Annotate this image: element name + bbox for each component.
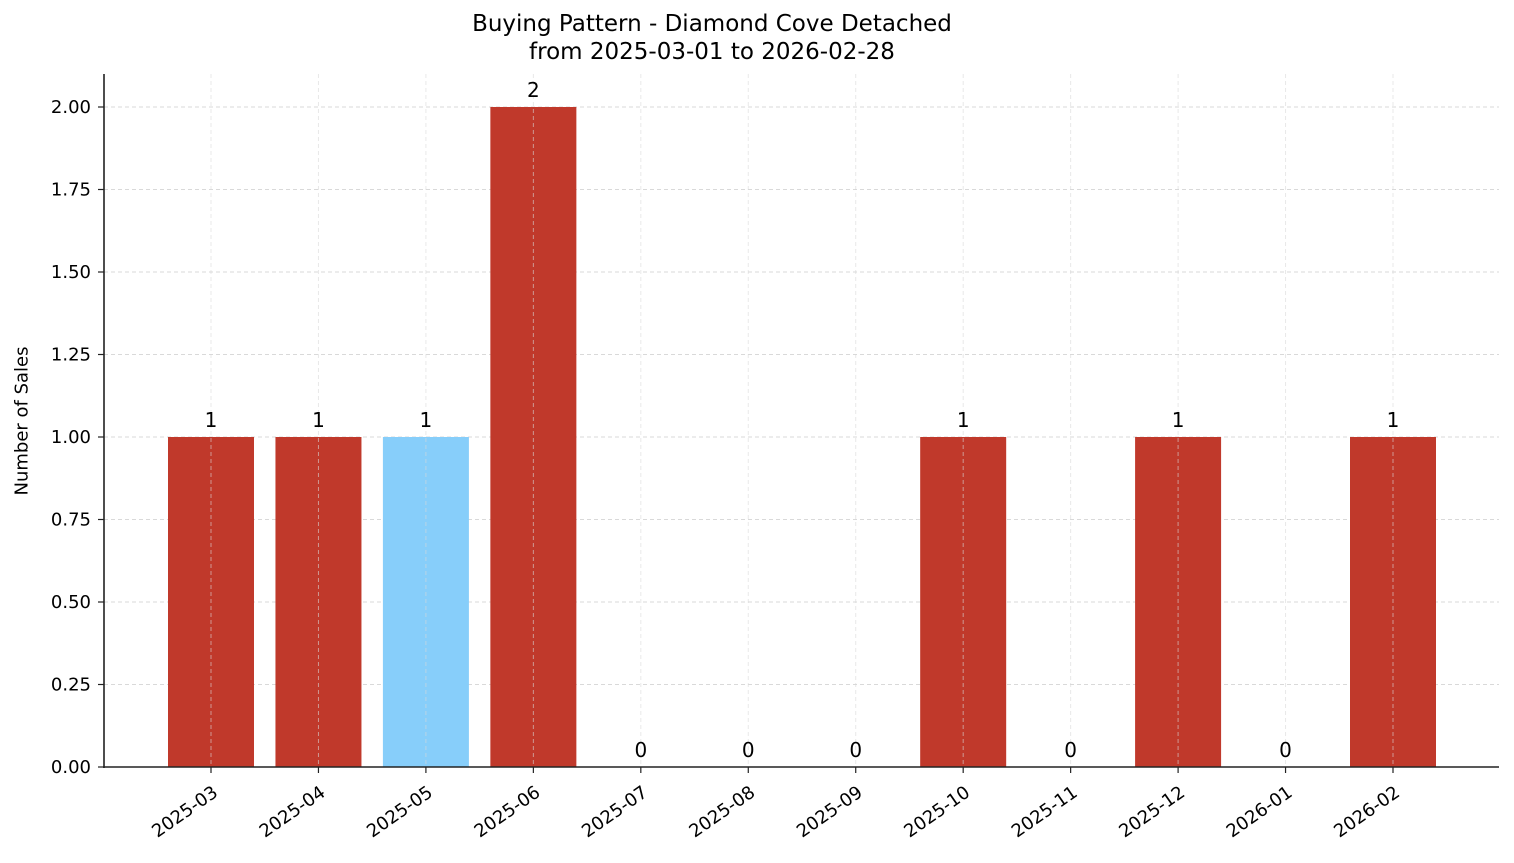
y-tick-label: 2.00 bbox=[51, 97, 91, 118]
y-tick-label: 0.00 bbox=[51, 757, 91, 778]
bar-value-label: 1 bbox=[205, 408, 218, 432]
y-tick-label: 0.25 bbox=[51, 675, 91, 696]
x-tick-label: 2025-03 bbox=[148, 782, 222, 842]
bar-value-label: 1 bbox=[1172, 408, 1185, 432]
x-tick-label: 2025-08 bbox=[685, 782, 759, 842]
bar-value-label: 0 bbox=[849, 738, 862, 762]
x-tick-label: 2025-12 bbox=[1115, 782, 1189, 842]
chart-title-line1: Buying Pattern - Diamond Cove Detached bbox=[472, 11, 952, 37]
chart-title: Buying Pattern - Diamond Cove Detached f… bbox=[0, 10, 1514, 66]
x-tick-label: 2025-09 bbox=[793, 782, 867, 842]
x-tick-label: 2025-10 bbox=[900, 782, 974, 842]
x-tick-label: 2026-02 bbox=[1330, 782, 1404, 842]
x-tick-label: 2025-04 bbox=[256, 782, 330, 842]
y-tick-label: 0.75 bbox=[51, 510, 91, 531]
bar-value-label: 2 bbox=[527, 78, 540, 102]
bar-value-label: 1 bbox=[957, 408, 970, 432]
y-tick-label: 0.50 bbox=[51, 592, 91, 613]
x-tick-label: 2025-11 bbox=[1008, 782, 1082, 842]
y-tick-label: 1.00 bbox=[51, 427, 91, 448]
x-tick-label: 2025-07 bbox=[578, 782, 652, 842]
y-tick-label: 1.75 bbox=[51, 180, 91, 201]
x-tick-label: 2025-06 bbox=[471, 782, 545, 842]
bar-value-label: 0 bbox=[1279, 738, 1292, 762]
bar-value-label: 1 bbox=[420, 408, 433, 432]
x-tick-label: 2025-05 bbox=[363, 782, 437, 842]
chart-title-line2: from 2025-03-01 to 2026-02-28 bbox=[529, 39, 895, 65]
y-tick-label: 1.25 bbox=[51, 345, 91, 366]
bar-value-label: 0 bbox=[634, 738, 647, 762]
bar-value-label: 1 bbox=[312, 408, 325, 432]
x-tick-label: 2026-01 bbox=[1223, 782, 1297, 842]
bar-value-label: 1 bbox=[1387, 408, 1400, 432]
bar-value-label: 0 bbox=[1064, 738, 1077, 762]
y-tick-label: 1.50 bbox=[51, 262, 91, 283]
bar-value-label: 0 bbox=[742, 738, 755, 762]
bar-2025-06 bbox=[490, 107, 577, 767]
